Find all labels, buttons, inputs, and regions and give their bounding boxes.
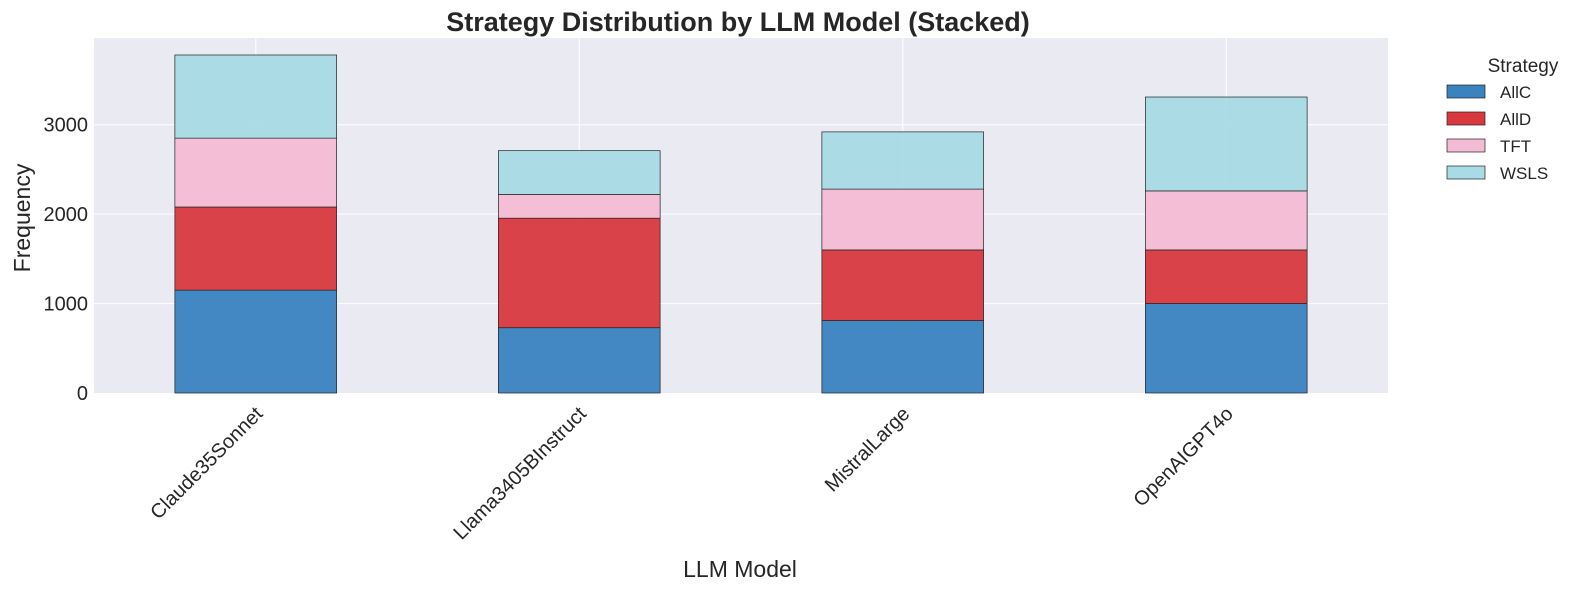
x-tick-label: OpenAIGPT4o [1129, 403, 1237, 511]
legend: Strategy AllC AllD TFT WSLS [1446, 56, 1559, 183]
bar-segment-tft-openaigpt4o [1145, 190, 1308, 251]
bar-segment-tft-claude35sonnet [174, 137, 337, 208]
x-axis-ticks: Claude35Sonnet Llama3405BInstruct MistralL… [146, 403, 1237, 545]
y-tick-label: 2000 [44, 204, 89, 226]
bar-segment-allc-claude35sonnet [174, 289, 337, 394]
bar-segment-tft-llama3405binstruct [498, 194, 661, 219]
chart-title: Strategy Distribution by LLM Model (Stac… [446, 7, 1030, 37]
x-tick-label: MistralLarge [821, 403, 914, 496]
y-axis-label: Frequency [9, 163, 35, 272]
legend-swatch-wsls [1446, 165, 1486, 180]
legend-label-alld: AllD [1500, 110, 1531, 129]
legend-label-wsls: WSLS [1500, 164, 1548, 183]
bar-segment-alld-claude35sonnet [174, 206, 337, 291]
y-tick-label: 1000 [44, 294, 89, 316]
bar-segment-alld-llama3405binstruct [498, 217, 661, 329]
bar-segment-tft-mistrallarge [821, 188, 984, 251]
bar-segment-wsls-openaigpt4o [1145, 96, 1308, 192]
legend-swatch-tft [1446, 138, 1486, 153]
x-tick-label: Llama3405BInstruct [449, 403, 591, 545]
legend-title: Strategy [1488, 56, 1559, 77]
bar-segment-allc-llama3405binstruct [498, 327, 661, 394]
x-axis-label: LLM Model [683, 556, 797, 582]
bar-segment-alld-openaigpt4o [1145, 249, 1308, 304]
y-axis-ticks: 0 1000 2000 3000 [44, 115, 89, 405]
y-tick-label: 0 [77, 383, 88, 405]
legend-items: AllC AllD TFT WSLS [1446, 83, 1548, 183]
bars [174, 54, 1308, 394]
legend-swatch-alld [1446, 111, 1486, 126]
bar-segment-allc-openaigpt4o [1145, 303, 1308, 394]
legend-label-allc: AllC [1500, 83, 1531, 102]
bar-segment-allc-mistrallarge [821, 320, 984, 394]
bar-segment-wsls-llama3405binstruct [498, 150, 661, 195]
x-tick-label: Claude35Sonnet [146, 403, 267, 524]
y-tick-label: 3000 [44, 115, 89, 137]
legend-label-tft: TFT [1500, 137, 1531, 156]
bar-segment-alld-mistrallarge [821, 249, 984, 321]
bar-segment-wsls-claude35sonnet [174, 54, 337, 139]
bar-segment-wsls-mistrallarge [821, 131, 984, 190]
legend-swatch-allc [1446, 84, 1486, 99]
